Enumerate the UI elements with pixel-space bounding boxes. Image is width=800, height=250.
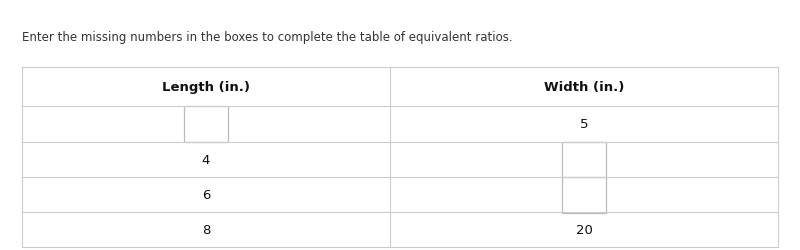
FancyBboxPatch shape	[562, 142, 606, 178]
FancyBboxPatch shape	[184, 106, 228, 142]
Text: 6: 6	[202, 188, 210, 201]
Text: 8: 8	[202, 223, 210, 236]
Text: 20: 20	[575, 223, 593, 236]
Text: 5: 5	[580, 118, 588, 131]
Text: Width (in.): Width (in.)	[544, 81, 624, 94]
Text: 4: 4	[202, 154, 210, 166]
Text: Length (in.): Length (in.)	[162, 81, 250, 94]
Text: Enter the missing numbers in the boxes to complete the table of equivalent ratio: Enter the missing numbers in the boxes t…	[22, 31, 513, 44]
FancyBboxPatch shape	[562, 177, 606, 213]
